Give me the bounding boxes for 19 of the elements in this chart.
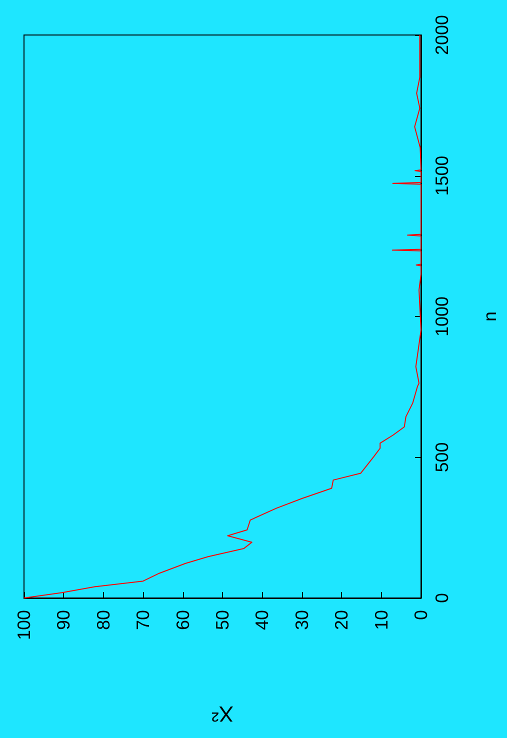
x-tick-label: 30 xyxy=(292,610,312,630)
x-tick-label: 90 xyxy=(54,610,74,630)
y-tick-label: 500 xyxy=(432,442,452,472)
x-tick-label: 20 xyxy=(332,610,352,630)
line-series xyxy=(24,34,422,598)
y-tick-label: 1500 xyxy=(432,156,452,196)
y-tick-label: 0 xyxy=(432,592,452,604)
x-tick-label: 10 xyxy=(371,610,392,630)
x-tick-label: 60 xyxy=(172,610,193,630)
x-tick-label: 40 xyxy=(252,610,272,630)
x-tick-label: 70 xyxy=(133,610,154,630)
x-tick-label: 80 xyxy=(93,610,114,630)
y-axis-title: n xyxy=(480,311,500,322)
y-tick-label: 1000 xyxy=(432,296,452,337)
x-tick-label: 0 xyxy=(411,610,431,620)
x-tick-label: 100 xyxy=(14,610,34,640)
x-tick-label: 50 xyxy=(212,610,232,630)
x-axis-title: X² xyxy=(212,702,234,726)
y-tick-label: 2000 xyxy=(432,14,452,56)
